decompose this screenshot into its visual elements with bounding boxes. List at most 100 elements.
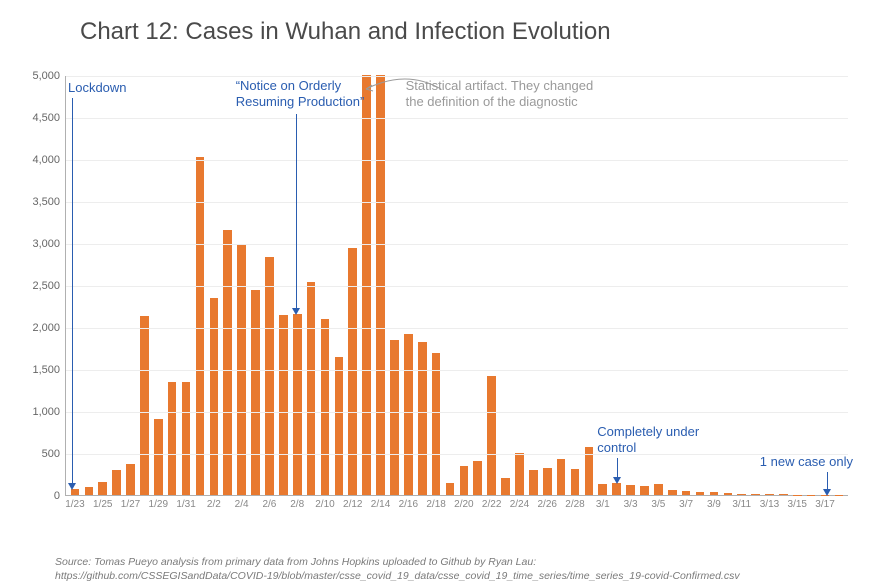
gridline xyxy=(66,412,848,413)
bar xyxy=(557,459,566,495)
source-line-1: Source: Tomas Pueyo analysis from primar… xyxy=(55,556,536,568)
y-axis-label: 2,500 xyxy=(32,280,66,292)
bar xyxy=(376,75,385,495)
bar xyxy=(724,493,733,495)
bar xyxy=(515,453,524,495)
bar xyxy=(654,484,663,495)
x-axis-label: 2/24 xyxy=(510,495,529,510)
bar xyxy=(751,494,760,495)
bar xyxy=(335,357,344,495)
page: Chart 12: Cases in Wuhan and Infection E… xyxy=(0,0,873,587)
x-axis-label: 2/22 xyxy=(482,495,501,510)
bar xyxy=(321,319,330,495)
arrowhead-icon xyxy=(68,483,76,490)
bar xyxy=(543,468,552,495)
gridline xyxy=(66,76,848,77)
arrowhead-icon xyxy=(292,308,300,315)
x-axis-label: 3/5 xyxy=(651,495,665,510)
y-axis-label: 0 xyxy=(54,490,66,502)
x-axis-label: 1/25 xyxy=(93,495,112,510)
bar xyxy=(668,490,677,495)
x-axis-label: 1/23 xyxy=(65,495,84,510)
x-axis-label: 2/26 xyxy=(537,495,556,510)
gridline xyxy=(66,454,848,455)
bar xyxy=(626,485,635,495)
bar xyxy=(473,461,482,495)
bar xyxy=(168,382,177,495)
bar xyxy=(112,470,121,495)
bar xyxy=(432,353,441,495)
x-axis-label: 3/13 xyxy=(760,495,779,510)
bar xyxy=(487,376,496,495)
bar xyxy=(418,342,427,495)
x-axis-label: 2/2 xyxy=(207,495,221,510)
x-axis-label: 2/10 xyxy=(315,495,334,510)
bar xyxy=(251,290,260,495)
gridline xyxy=(66,160,848,161)
x-axis-label: 2/8 xyxy=(290,495,304,510)
gridline xyxy=(66,244,848,245)
bar xyxy=(85,487,94,495)
bar xyxy=(140,316,149,495)
gridline xyxy=(66,118,848,119)
y-axis-label: 2,000 xyxy=(32,322,66,334)
y-axis-label: 3,500 xyxy=(32,196,66,208)
bar xyxy=(612,483,621,495)
y-axis-label: 5,000 xyxy=(32,70,66,82)
x-axis-label: 1/29 xyxy=(149,495,168,510)
bar xyxy=(182,382,191,495)
bar xyxy=(196,157,205,495)
y-axis-label: 1,000 xyxy=(32,406,66,418)
bar xyxy=(307,282,316,495)
bar xyxy=(404,334,413,495)
y-axis-label: 4,500 xyxy=(32,112,66,124)
annotation-arrow xyxy=(296,114,297,308)
source-line-2: https://github.com/CSSEGISandData/COVID-… xyxy=(55,570,740,582)
chart-title: Chart 12: Cases in Wuhan and Infection E… xyxy=(80,18,853,46)
bar xyxy=(446,483,455,495)
y-axis-label: 3,000 xyxy=(32,238,66,250)
gridline xyxy=(66,370,848,371)
x-axis-label: 2/28 xyxy=(565,495,584,510)
gridline xyxy=(66,286,848,287)
x-axis-label: 3/7 xyxy=(679,495,693,510)
x-axis-label: 1/27 xyxy=(121,495,140,510)
x-axis-label: 2/12 xyxy=(343,495,362,510)
bar xyxy=(598,484,607,495)
x-axis-label: 3/15 xyxy=(788,495,807,510)
bar xyxy=(126,464,135,495)
bar xyxy=(265,257,274,495)
bar xyxy=(362,75,371,495)
bar xyxy=(640,486,649,495)
plot-area: 1/231/251/271/291/312/22/42/62/82/102/12… xyxy=(65,76,848,496)
bar xyxy=(696,492,705,495)
annotation-arrow xyxy=(827,472,828,489)
chart-container: 1/23 1/25 1/27 1/29 1/31 2/2 2/4 2/6 2/8 2/10 2/12… xyxy=(20,56,853,526)
bar xyxy=(98,482,107,495)
bar xyxy=(293,314,302,495)
source-citation: Source: Tomas Pueyo analysis from primar… xyxy=(55,555,853,583)
x-axis-label: 1/31 xyxy=(176,495,195,510)
arrowhead-icon xyxy=(613,477,621,484)
bar xyxy=(154,419,163,495)
x-axis-label: 2/14 xyxy=(371,495,390,510)
bar xyxy=(779,494,788,495)
x-axis-label: 3/11 xyxy=(732,495,751,510)
x-axis-label: 2/4 xyxy=(235,495,249,510)
bar xyxy=(529,470,538,495)
bar xyxy=(460,466,469,495)
x-axis-label: 2/6 xyxy=(262,495,276,510)
x-axis-label: 2/16 xyxy=(399,495,418,510)
arrowhead-icon xyxy=(823,489,831,496)
x-axis-label: 2/18 xyxy=(426,495,445,510)
x-axis-label: 3/1 xyxy=(596,495,610,510)
y-axis-label: 500 xyxy=(42,448,66,460)
bar xyxy=(223,230,232,495)
bar xyxy=(501,478,510,495)
bar xyxy=(390,340,399,495)
annotation-arrow xyxy=(72,98,73,483)
bar xyxy=(279,315,288,495)
x-axis-label: 3/9 xyxy=(707,495,721,510)
y-axis-label: 4,000 xyxy=(32,154,66,166)
y-axis-label: 1,500 xyxy=(32,364,66,376)
